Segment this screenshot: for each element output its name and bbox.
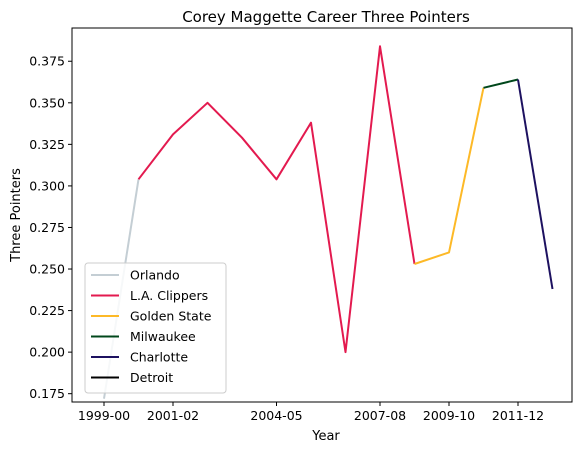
y-tick-label: 0.275 (29, 220, 65, 235)
legend-label: Orlando (130, 268, 180, 283)
y-axis-label: Three Pointers (9, 168, 24, 263)
series-line-milwaukee (483, 78, 519, 89)
legend-label: Milwaukee (130, 329, 196, 344)
y-tick-label: 0.375 (29, 54, 65, 69)
legend: Orlando L.A. Clippers Golden State Milwauke… (84, 262, 227, 394)
legend-label: L.A. Clippers (130, 288, 208, 303)
x-tick-label: 1999-00 (78, 408, 130, 423)
y-tick-label: 0.175 (29, 386, 65, 401)
chart-title: Corey Maggette Career Three Pointers (182, 8, 470, 26)
series-line-charlotte (517, 79, 554, 290)
series-line-golden-state (414, 87, 485, 265)
x-tick-label: 2007-08 (354, 408, 406, 423)
x-tick-label: 2009-10 (423, 408, 475, 423)
legend-label: Detroit (130, 370, 173, 385)
legend-label: Charlotte (130, 350, 188, 365)
x-tick-label: 2004-05 (250, 408, 302, 423)
series-line-l-a-clippers (137, 45, 416, 354)
y-tick-label: 0.200 (29, 345, 65, 360)
x-tick-label: 2011-12 (492, 408, 544, 423)
y-tick-label: 0.225 (29, 303, 65, 318)
y-tick-label: 0.350 (29, 95, 65, 110)
x-tick-label: 2001-02 (147, 408, 199, 423)
legend-label: Golden State (130, 309, 212, 324)
y-axis: 0.175 0.200 0.225 0.250 0.275 0.300 0.325 0.350… (29, 54, 72, 401)
y-tick-label: 0.250 (29, 262, 65, 277)
y-tick-label: 0.300 (29, 178, 65, 193)
y-tick-label: 0.325 (29, 137, 65, 152)
x-axis: 1999-00 2001-02 2004-05 2007-08 2009-10 2011-… (78, 402, 544, 423)
legend-box (84, 262, 227, 394)
x-axis-label: Year (311, 429, 340, 444)
